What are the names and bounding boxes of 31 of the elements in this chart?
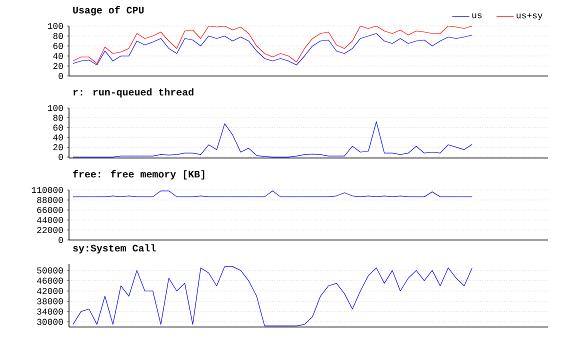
y-tick-label: 42000 (37, 288, 63, 294)
y-tick-label: 46000 (37, 278, 63, 284)
legend-label: us (472, 13, 482, 18)
y-tick-label: 20 (53, 62, 63, 70)
y-tick-label: 34000 (37, 308, 63, 315)
y-tick-label: 40 (53, 52, 63, 60)
y-tick-label: 30000 (37, 318, 63, 325)
chart-title: sy:System Call (73, 244, 156, 254)
y-tick-label: 80 (53, 114, 63, 121)
y-tick-label: 60 (53, 42, 63, 50)
chart-title: free: free memory [KB] (73, 170, 204, 180)
y-tick-label: 110000 (32, 186, 63, 194)
y-tick-label: 66000 (37, 206, 63, 214)
y-tick-label: 20 (53, 144, 63, 150)
y-tick-label: 40 (53, 134, 63, 140)
y-tick-label: 0 (58, 236, 63, 244)
y-tick-label: 0 (58, 154, 63, 160)
y-tick-label: 44000 (37, 216, 63, 224)
y-tick-label: 50000 (37, 267, 63, 274)
y-tick-label: 38000 (37, 298, 63, 304)
y-tick-label: 22000 (37, 226, 63, 234)
y-tick-label: 100 (48, 104, 63, 112)
chart-title: Usage of CPU (73, 6, 144, 16)
line-series (72, 26, 472, 64)
y-tick-label: 88000 (37, 196, 63, 204)
y-tick-label: 60 (53, 124, 63, 131)
y-tick-label: 0 (58, 72, 63, 80)
legend-label: us+sy (516, 13, 543, 20)
y-tick-label: 80 (53, 32, 63, 40)
chart-title: r: run-queued thread (73, 88, 194, 98)
y-tick-label: 100 (48, 22, 63, 30)
